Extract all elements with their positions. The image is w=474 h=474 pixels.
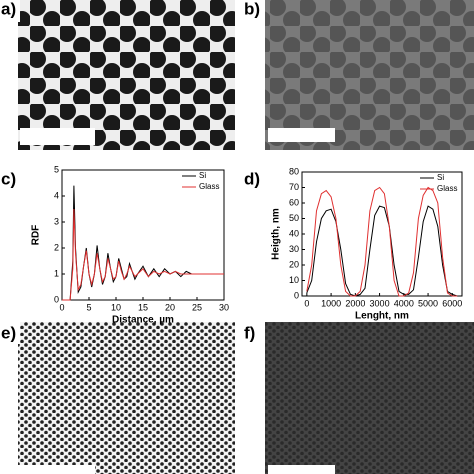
y-tick-label: 3 [54, 216, 59, 226]
label-bg [0, 322, 20, 344]
y-tick-label: 40 [289, 228, 299, 238]
x-tick-label: 6000 [442, 298, 462, 308]
legend-label: Si [437, 173, 444, 182]
x-tick-label: 10 [111, 302, 121, 312]
x-tick-label: 4000 [394, 298, 414, 308]
scale-bar [20, 128, 95, 145]
x-tick-label: 30 [219, 302, 229, 312]
x-tick-label: 0 [59, 302, 64, 312]
y-tick-label: 4 [54, 190, 59, 200]
x-tick-label: 0 [304, 298, 309, 308]
panel-label: a) [1, 0, 16, 18]
x-tick-label: 1000 [321, 298, 341, 308]
legend-label: Glass [437, 184, 457, 193]
sem-image-a [18, 0, 235, 150]
x-tick-label: 25 [192, 302, 202, 312]
series-line [62, 208, 224, 301]
panel-label: c) [1, 169, 16, 188]
series-line [306, 186, 458, 297]
panel-label: e) [1, 323, 16, 342]
y-tick-label: 1 [54, 268, 59, 278]
series-line [306, 205, 458, 297]
y-tick-label: 60 [289, 197, 299, 207]
y-tick-label: 70 [289, 182, 299, 192]
y-tick-label: 80 [289, 166, 299, 176]
y-tick-label: 50 [289, 213, 299, 223]
x-axis-label: Lenght, nm [355, 311, 409, 322]
y-tick-label: 30 [289, 244, 299, 254]
sem-image-f [265, 322, 474, 474]
y-axis-label: Heigth, nm [271, 208, 282, 260]
y-tick-label: 5 [54, 164, 59, 174]
x-tick-label: 3000 [370, 298, 390, 308]
x-tick-label: 2000 [345, 298, 365, 308]
label-bg [0, 0, 20, 22]
scale-bar [268, 465, 335, 474]
legend-label: Glass [199, 182, 219, 191]
scale-bar [15, 465, 95, 474]
y-tick-label: 0 [294, 290, 299, 300]
y-tick-label: 0 [54, 294, 59, 304]
sem-image-e [18, 322, 235, 474]
x-tick-label: 5 [86, 302, 91, 312]
x-tick-label: 5000 [418, 298, 438, 308]
panel-label: d) [244, 169, 260, 188]
x-tick-label: 15 [138, 302, 148, 312]
sem-image-b [265, 0, 474, 150]
x-tick-label: 20 [165, 302, 175, 312]
legend-label: Si [199, 171, 206, 180]
y-axis-label: RDF [31, 225, 42, 246]
series-line [62, 185, 224, 301]
y-tick-label: 2 [54, 242, 59, 252]
scale-bar [268, 128, 335, 142]
panel-label: b) [244, 0, 260, 18]
panel-label: f) [244, 323, 255, 342]
x-axis-label: Distance, µm [112, 315, 174, 326]
y-tick-label: 20 [289, 259, 299, 269]
y-tick-label: 10 [289, 275, 299, 285]
